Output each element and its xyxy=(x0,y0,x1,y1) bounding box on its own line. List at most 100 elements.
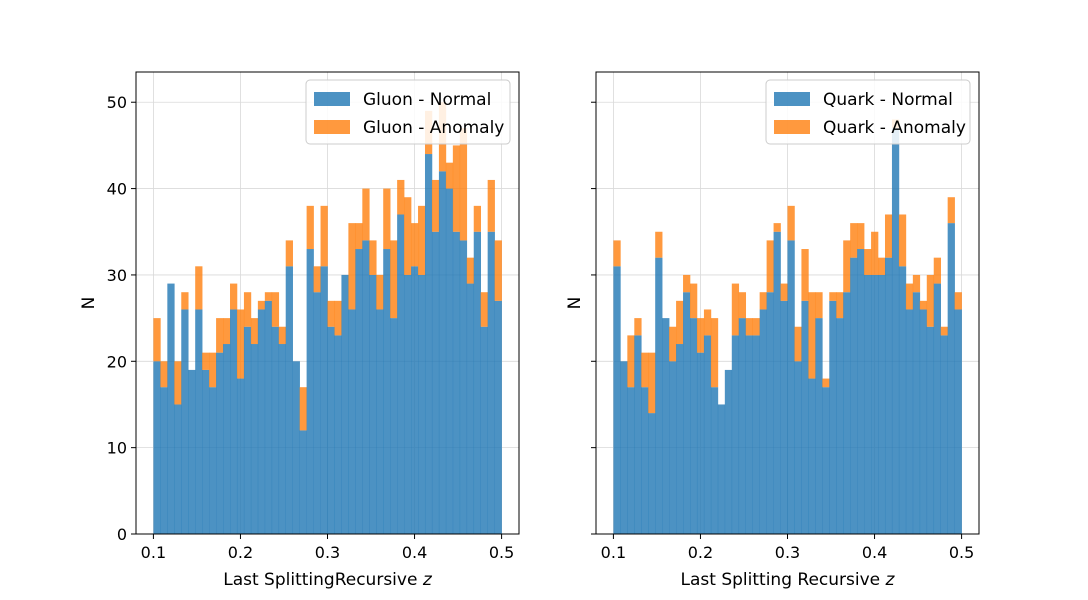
anomaly-bar xyxy=(696,318,705,353)
anomaly-bar xyxy=(285,240,293,267)
normal-bar xyxy=(724,369,733,534)
anomaly-bar xyxy=(878,257,886,275)
normal-bar xyxy=(808,378,816,534)
normal-bar xyxy=(759,309,767,534)
anomaly-bar xyxy=(843,240,851,293)
normal-bar xyxy=(864,274,872,534)
anomaly-bar xyxy=(745,318,753,336)
anomaly-bar xyxy=(362,188,370,241)
anomaly-bar xyxy=(871,231,879,275)
normal-bar xyxy=(884,257,893,534)
anomaly-bar xyxy=(912,274,921,293)
normal-bar xyxy=(738,318,747,534)
anomaly-bar xyxy=(202,352,210,370)
normal-bar xyxy=(264,300,273,534)
normal-bar xyxy=(829,300,837,534)
anomaly-bar xyxy=(257,300,266,310)
normal-bar xyxy=(836,318,844,534)
anomaly-bar xyxy=(954,292,962,310)
normal-bar xyxy=(390,318,398,534)
x-axis-label: Last Splitting Recursive z xyxy=(681,570,896,590)
legend-label: Gluon - Normal xyxy=(363,90,491,110)
left-subplot: 0.1 0.2 0.3 0.4 0.5 0 10 20 30 40 50 Last Splitting… xyxy=(79,71,520,590)
normal-bar xyxy=(299,430,307,534)
anomaly-bar xyxy=(473,205,481,232)
anomaly-bar xyxy=(947,197,955,224)
normal-bar xyxy=(362,240,370,534)
normal-bar xyxy=(285,266,293,534)
normal-bar xyxy=(752,335,760,534)
normal-bar xyxy=(473,231,481,534)
x-tick-label: 0.5 xyxy=(489,543,514,562)
normal-bar xyxy=(620,361,628,534)
anomaly-bar xyxy=(174,361,182,405)
anomaly-bar xyxy=(271,292,280,327)
y-tick-label: 10 xyxy=(107,439,127,458)
normal-bar xyxy=(669,361,677,534)
anomaly-bar xyxy=(390,240,398,319)
anomaly-bar xyxy=(278,326,287,345)
normal-bar xyxy=(292,361,300,534)
x-tick-label: 0.1 xyxy=(141,543,166,562)
normal-bar xyxy=(327,326,335,534)
normal-bar xyxy=(676,344,684,534)
normal-bar xyxy=(424,154,433,534)
normal-bar xyxy=(780,300,788,534)
anomaly-bar xyxy=(327,300,335,327)
normal-bar xyxy=(202,369,210,534)
legend-swatch xyxy=(314,120,350,134)
normal-bar xyxy=(167,283,175,534)
normal-bar xyxy=(703,335,712,534)
anomaly-bar xyxy=(348,223,356,310)
normal-bar xyxy=(871,274,879,534)
normal-bar xyxy=(250,344,259,534)
histogram-bars xyxy=(613,119,962,535)
legend: Quark - Normal Quark - Anomaly xyxy=(765,79,971,145)
normal-bar xyxy=(181,309,189,534)
anomaly-bar xyxy=(431,179,440,232)
normal-bar xyxy=(947,223,955,534)
anomaly-bar xyxy=(808,292,816,379)
anomaly-bar xyxy=(829,292,837,301)
normal-bar xyxy=(878,274,886,534)
anomaly-bar xyxy=(369,240,377,275)
anomaly-bar xyxy=(780,283,788,301)
normal-bar xyxy=(188,369,196,534)
normal-bar xyxy=(174,404,182,534)
anomaly-bar xyxy=(669,326,677,362)
anomaly-bar xyxy=(822,378,830,388)
normal-bar xyxy=(773,231,781,534)
anomaly-bar xyxy=(160,361,168,388)
normal-bar xyxy=(690,318,698,534)
normal-bar xyxy=(494,300,502,534)
anomaly-bar xyxy=(153,318,161,362)
legend-swatch xyxy=(774,92,810,106)
y-tick-label: 40 xyxy=(107,180,127,199)
anomaly-bar xyxy=(919,300,928,310)
normal-bar xyxy=(431,231,440,534)
normal-bar xyxy=(216,352,224,534)
anomaly-bar xyxy=(230,283,238,310)
anomaly-bar xyxy=(864,249,872,275)
anomaly-bar xyxy=(376,274,384,310)
anomaly-bar xyxy=(627,335,635,388)
anomaly-bar xyxy=(759,292,767,310)
normal-bar xyxy=(926,326,935,534)
normal-bar xyxy=(843,292,851,534)
normal-bar xyxy=(209,387,217,534)
anomaly-bar xyxy=(884,214,893,258)
normal-bar xyxy=(613,266,621,534)
normal-bar xyxy=(766,292,774,534)
normal-bar xyxy=(397,214,405,535)
normal-bar xyxy=(487,231,495,534)
anomaly-bar xyxy=(306,205,314,250)
anomaly-bar xyxy=(264,292,273,301)
anomaly-bar xyxy=(181,292,189,310)
normal-bar xyxy=(696,352,705,534)
normal-bar xyxy=(794,361,802,534)
normal-bar xyxy=(480,326,488,534)
normal-bar xyxy=(815,318,823,534)
normal-bar xyxy=(919,309,928,534)
legend-swatch xyxy=(314,92,350,106)
